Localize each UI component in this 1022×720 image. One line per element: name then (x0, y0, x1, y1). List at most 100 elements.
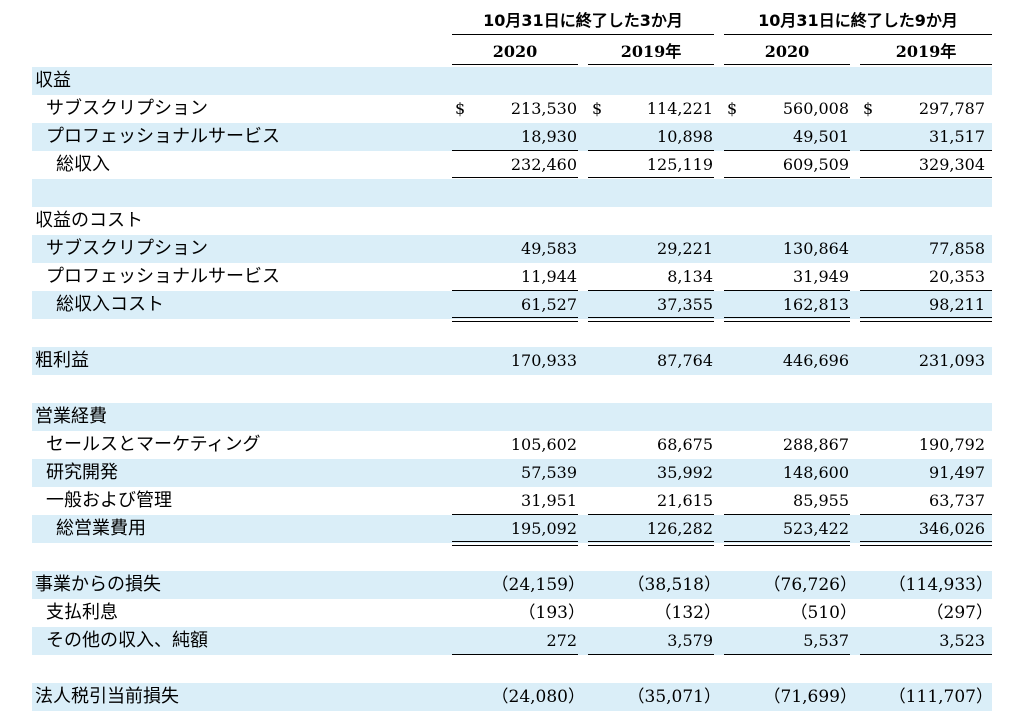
subtotal-underline (452, 290, 578, 291)
subtotal-underline (452, 514, 578, 515)
spacer-row (32, 655, 992, 683)
row-label: 収益 (35, 70, 71, 91)
currency-symbol: $ (863, 99, 874, 118)
row-label: サブスクリプション (46, 98, 208, 119)
table-row: サブスクリプション $213,530 $114,221 $560,008 $297,78… (32, 95, 992, 123)
table-row: 営業経費 (32, 403, 992, 431)
subtotal-underline (588, 654, 714, 655)
header-year: 2019年 (860, 40, 992, 65)
value-cell: 37,355 (657, 295, 713, 314)
row-label: 法人税引当前損失 (35, 686, 179, 707)
header-year: 2020 (452, 40, 578, 65)
value-cell: 10,898 (657, 127, 713, 146)
subtotal-underline (588, 514, 714, 515)
subtotal-underline (860, 654, 992, 655)
value-cell: 87,764 (657, 351, 713, 370)
table-row: 法人税引当前損失 （24,080） （35,071） （71,699） （111,707… (32, 683, 993, 711)
table-row: 支払利息 （193） （132） （510） （297） (32, 599, 993, 627)
value-cell: 523,422 (782, 519, 849, 538)
subtotal-underline (588, 290, 714, 291)
table-row: 研究開発 57,539 35,992 148,600 91,497 (32, 459, 992, 487)
value-cell: 20,353 (929, 267, 985, 286)
spacer-row (32, 319, 992, 347)
value-cell: 148,600 (782, 463, 849, 482)
subtotal-underline (724, 150, 850, 151)
value-cell: 162,813 (782, 295, 849, 314)
value-cell: （297） (926, 603, 993, 623)
value-cell: 61,527 (521, 295, 577, 314)
header-year: 2020 (724, 40, 850, 65)
table-row: セールスとマーケティング 105,602 68,675 288,867 190,792 (32, 431, 992, 459)
table-row: 総営業費用 195,092 126,282 523,422 346,026 (32, 515, 992, 546)
row-label: 支払利息 (46, 602, 118, 623)
value-cell: （111,707） (888, 687, 993, 707)
value-cell: 31,951 (521, 491, 577, 510)
value-cell: （132） (654, 603, 721, 623)
value-cell: 105,602 (510, 435, 577, 454)
table-row: 総収入コスト 61,527 37,355 162,813 98,211 (32, 291, 992, 322)
table-row: 粗利益 170,933 87,764 446,696 231,093 (32, 347, 992, 375)
value-cell: 3,523 (939, 631, 985, 650)
value-cell: 560,008 (782, 99, 849, 118)
value-cell: 170,933 (510, 351, 577, 370)
subtotal-underline (860, 514, 992, 515)
value-cell: 329,304 (918, 155, 985, 174)
value-cell: 11,944 (521, 267, 577, 286)
row-label: プロフェッショナルサービス (46, 266, 280, 287)
row-label: 総収入コスト (56, 294, 164, 315)
value-cell: （71,699） (763, 687, 857, 707)
value-cell: 609,509 (782, 155, 849, 174)
value-cell: （114,933） (888, 575, 993, 595)
row-label: 粗利益 (35, 350, 89, 371)
table-row: 事業からの損失 （24,159） （38,518） （76,726） （114,933） (32, 571, 993, 599)
value-cell: （35,071） (627, 687, 721, 707)
subtotal-underline (860, 290, 992, 291)
value-cell: 288,867 (782, 435, 849, 454)
value-cell: 213,530 (510, 99, 577, 118)
value-cell: 130,864 (782, 239, 849, 258)
total-double-underline (588, 317, 714, 322)
table-row: 収益 (32, 67, 992, 95)
total-double-underline (860, 541, 992, 546)
row-label: プロフェッショナルサービス (46, 126, 280, 147)
value-cell: 231,093 (918, 351, 985, 370)
row-label: その他の収入、純額 (46, 630, 208, 651)
value-cell: 297,787 (918, 99, 985, 118)
total-double-underline (588, 541, 714, 546)
value-cell: 126,282 (646, 519, 713, 538)
value-cell: 195,092 (510, 519, 577, 538)
subtotal-underline (452, 150, 578, 151)
value-cell: 125,119 (646, 155, 713, 174)
spacer-row (32, 179, 992, 207)
table-row: 一般および管理 31,951 21,615 85,955 63,737 (32, 487, 992, 515)
value-cell: 31,949 (793, 267, 849, 286)
row-label: 収益のコスト (35, 210, 143, 231)
value-cell: 446,696 (782, 351, 849, 370)
value-cell: 91,497 (929, 463, 985, 482)
value-cell: 272 (546, 631, 577, 650)
row-label: 総収入 (56, 154, 110, 175)
value-cell: 346,026 (918, 519, 985, 538)
row-label: サブスクリプション (46, 238, 208, 259)
value-cell: 114,221 (646, 99, 713, 118)
row-label: 一般および管理 (46, 490, 172, 511)
header-year: 2019年 (588, 40, 714, 65)
spacer-row (32, 375, 992, 403)
value-cell: 77,858 (929, 239, 985, 258)
value-cell: 63,737 (929, 491, 985, 510)
row-label: 研究開発 (46, 462, 118, 483)
total-double-underline (724, 541, 850, 546)
row-label: 事業からの損失 (35, 574, 161, 595)
value-cell: 98,211 (929, 295, 985, 314)
subtotal-underline (588, 150, 714, 151)
value-cell: 190,792 (918, 435, 985, 454)
value-cell: 85,955 (793, 491, 849, 510)
value-cell: （38,518） (627, 575, 721, 595)
total-double-underline (452, 317, 578, 322)
value-cell: 29,221 (657, 239, 713, 258)
subtotal-underline (724, 654, 850, 655)
value-cell: （24,080） (491, 687, 585, 707)
header-nine-months: 10月31日に終了した9か月 (724, 8, 992, 35)
value-cell: 31,517 (929, 127, 985, 146)
value-cell: 3,579 (667, 631, 713, 650)
